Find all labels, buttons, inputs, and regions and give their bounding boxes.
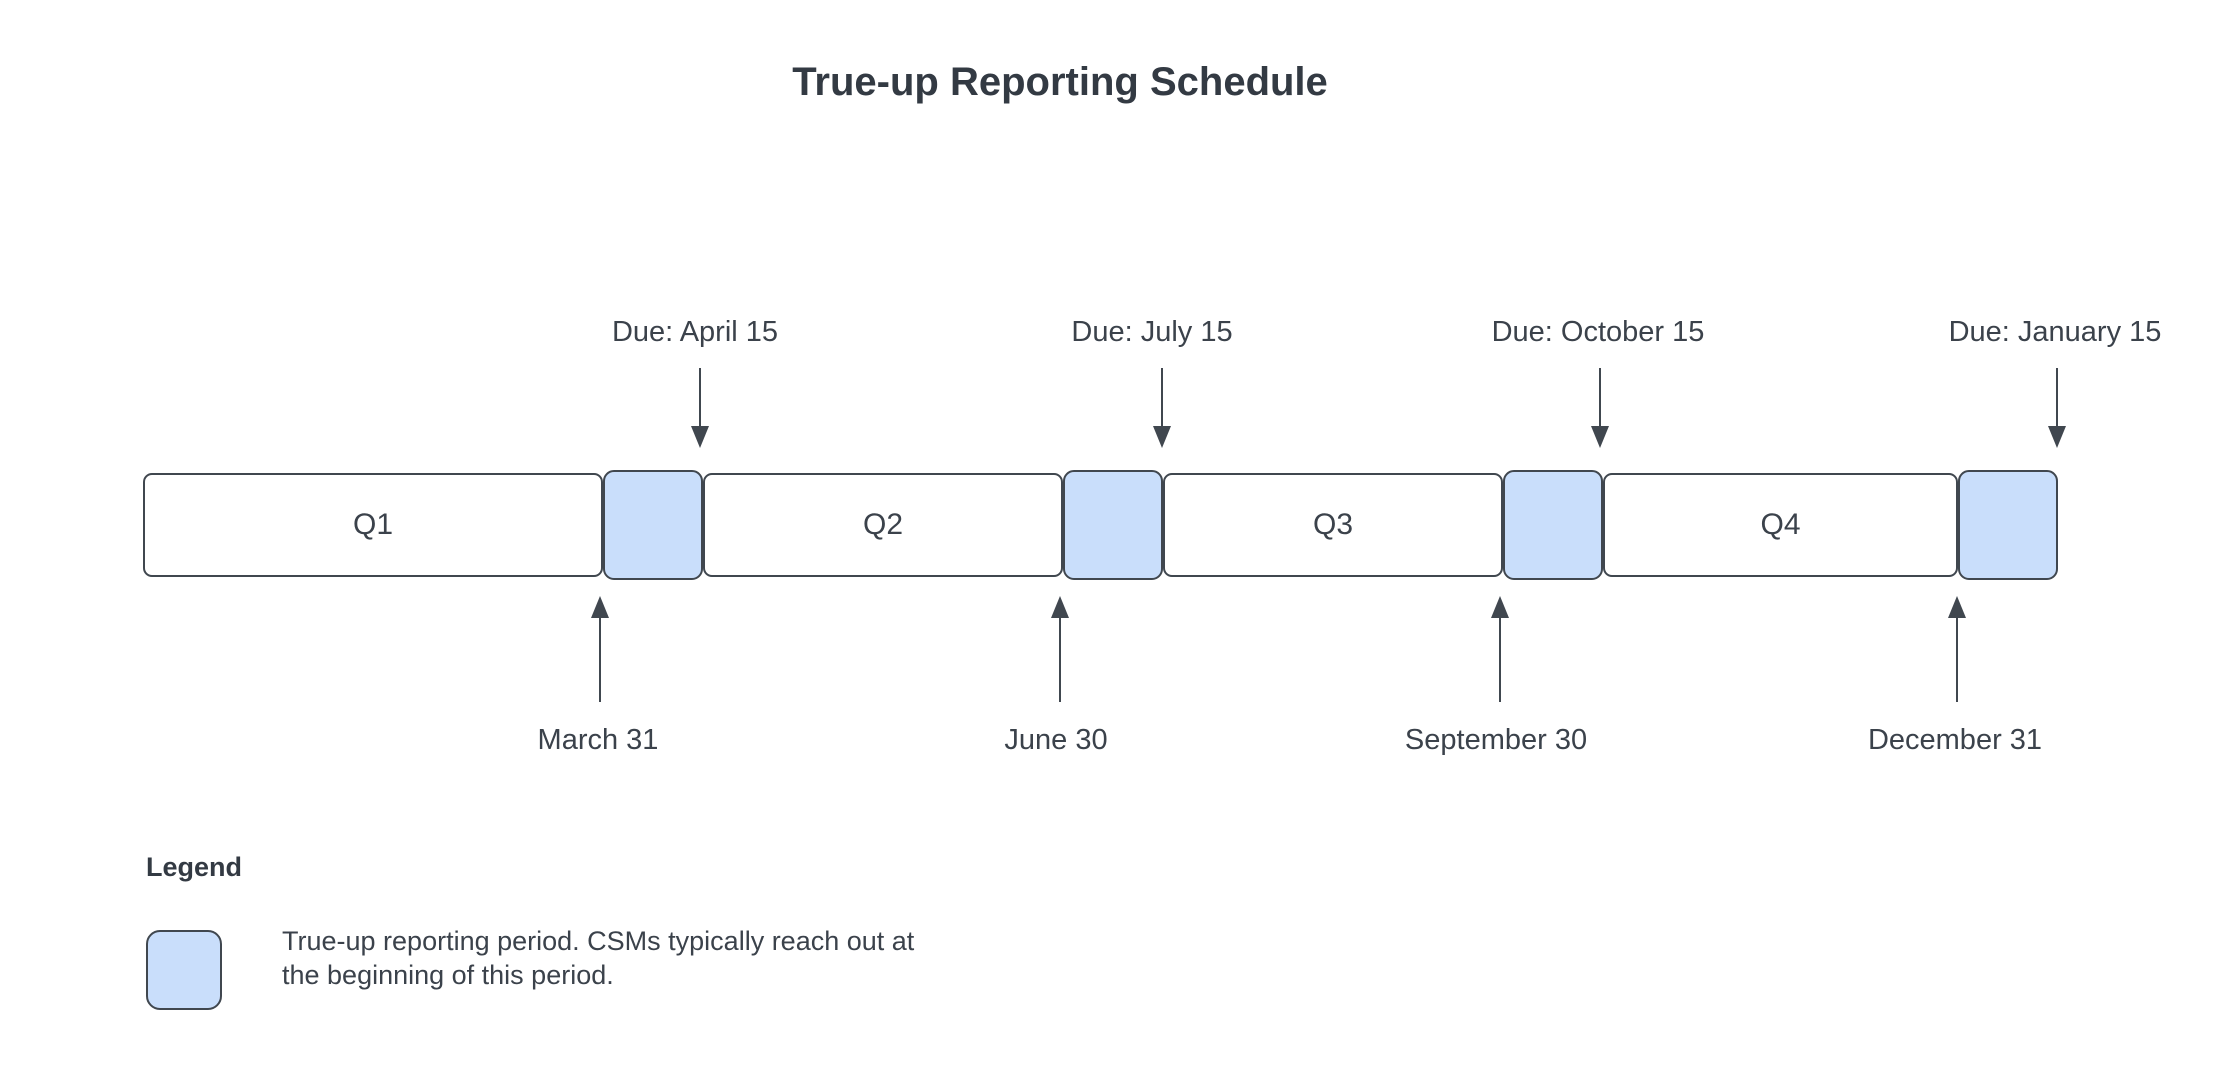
arrow-head-up-icon [1051,596,1069,618]
true-up-period-box [1958,470,2058,580]
legend-description-line1: True-up reporting period. CSMs typically… [282,926,915,956]
arrow-shaft [1499,618,1501,702]
due-arrow-down-icon [2048,368,2066,448]
quarter-end-arrow-up-icon [591,596,609,702]
legend-true-up-swatch [146,930,222,1010]
legend-title: Legend [146,852,243,882]
quarter-end-arrow-up-icon [1948,596,1966,702]
arrow-shaft [1059,618,1061,702]
timeline-bar: Q1 Q2 Q3 Q4 [143,470,2058,580]
true-up-period-box [1063,470,1163,580]
arrow-shaft [2056,368,2058,426]
arrow-head-up-icon [1948,596,1966,618]
arrow-shaft [1161,368,1163,426]
due-date-label-q3: Due: October 15 [1491,316,1705,348]
arrow-head-up-icon [591,596,609,618]
quarter-box-q1: Q1 [143,473,603,577]
arrow-head-down-icon [691,426,709,448]
diagram-title: True-up Reporting Schedule [792,60,1328,104]
arrow-shaft [1956,618,1958,702]
due-arrow-down-icon [1153,368,1171,448]
arrow-head-down-icon [2048,426,2066,448]
true-up-period-box [1503,470,1603,580]
quarter-box-q2: Q2 [703,473,1063,577]
arrow-head-down-icon [1591,426,1609,448]
arrow-shaft [599,618,601,702]
arrow-shaft [1599,368,1601,426]
true-up-period-box [603,470,703,580]
legend-description: True-up reporting period. CSMs typically… [282,924,914,992]
quarter-box-q4: Q4 [1603,473,1958,577]
due-arrow-down-icon [691,368,709,448]
arrow-head-up-icon [1491,596,1509,618]
legend-description-line2: the beginning of this period. [282,960,614,990]
quarter-end-arrow-up-icon [1051,596,1069,702]
quarter-box-q3: Q3 [1163,473,1503,577]
quarter-end-label-q2: June 30 [1004,724,1108,756]
due-date-label-q1: Due: April 15 [611,316,779,348]
quarter-end-label-q3: September 30 [1404,724,1588,756]
due-date-label-q2: Due: July 15 [1071,316,1233,348]
arrow-shaft [699,368,701,426]
due-arrow-down-icon [1591,368,1609,448]
arrow-head-down-icon [1153,426,1171,448]
due-date-label-q4: Due: January 15 [1948,316,2162,348]
quarter-end-arrow-up-icon [1491,596,1509,702]
quarter-end-label-q1: March 31 [537,724,659,756]
quarter-end-label-q4: December 31 [1867,724,2043,756]
